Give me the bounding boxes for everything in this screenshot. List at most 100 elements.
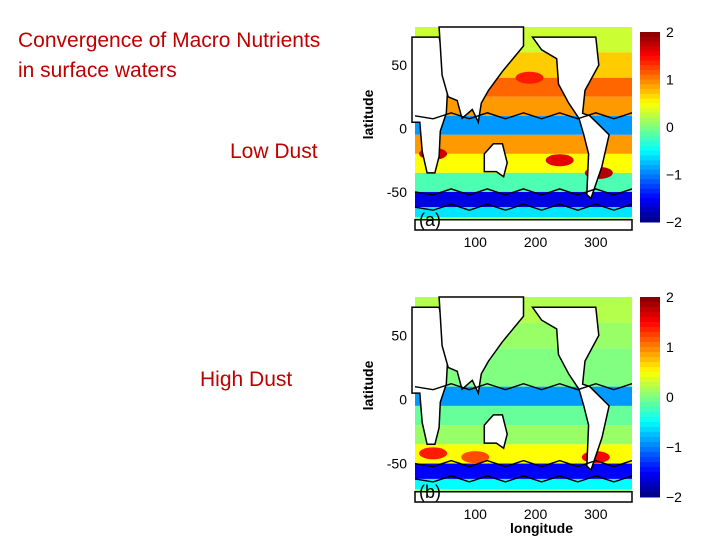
x-tick-label: 300 [584, 506, 608, 522]
colorbar-step [640, 442, 660, 448]
colorbar-tick-label: −2 [666, 489, 682, 505]
colorbar-step [640, 457, 660, 463]
heatmap-band [415, 478, 632, 490]
colorbar-step [640, 217, 660, 223]
colorbar-tick-label: −1 [666, 439, 682, 455]
colorbar-step [640, 207, 660, 213]
heatmap-band [415, 115, 632, 135]
colorbar-step [640, 70, 660, 76]
colorbar-step [640, 332, 660, 338]
colorbar-step [640, 60, 660, 66]
contour-line [414, 112, 633, 120]
colorbar-step [640, 422, 660, 428]
land-asia [438, 296, 525, 396]
colorbar-step [640, 492, 660, 498]
colorbar-step [640, 317, 660, 323]
colorbar-step [640, 337, 660, 343]
colorbar-step [640, 155, 660, 161]
colorbar-step [640, 392, 660, 398]
panel-letter: (a) [419, 210, 441, 230]
colorbar [640, 32, 660, 223]
colorbar-step [640, 212, 660, 218]
colorbar-step [640, 297, 660, 303]
colorbar-step [640, 477, 660, 483]
colorbar-step [640, 402, 660, 408]
colorbar-step [640, 112, 660, 118]
colorbar-tick-label: 0 [666, 389, 674, 405]
colorbar-step [640, 203, 660, 209]
colorbar-step [640, 327, 660, 333]
colorbar-step [640, 407, 660, 413]
y-tick-label: 0 [399, 121, 407, 137]
land-americas [531, 36, 610, 200]
colorbar-step [640, 127, 660, 133]
colorbar-step [640, 193, 660, 199]
contour-line [414, 459, 633, 468]
colorbar-step [640, 55, 660, 61]
colorbar-step [640, 41, 660, 47]
colorbar-step [640, 51, 660, 57]
colorbar-step [640, 198, 660, 204]
colorbar-tick-label: 1 [666, 72, 674, 88]
colorbar-step [640, 362, 660, 368]
land-antarctica [414, 219, 633, 231]
colorbar-step [640, 367, 660, 373]
colorbar-step [640, 131, 660, 137]
colorbar-step [640, 307, 660, 313]
heatmap-band [415, 191, 632, 208]
contour-line [414, 188, 633, 196]
contour-line [414, 203, 633, 211]
land-australia [483, 142, 508, 178]
heatmap-band [415, 425, 632, 445]
colorbar-step [640, 184, 660, 190]
land-australia [483, 414, 508, 450]
colorbar-step [640, 150, 660, 156]
colorbar-step [640, 302, 660, 308]
colorbar-step [640, 89, 660, 95]
x-tick-label: 300 [584, 234, 608, 250]
colorbar-step [640, 347, 660, 353]
colorbar-step [640, 46, 660, 52]
colorbar-step [640, 357, 660, 363]
x-tick-label: 100 [464, 234, 488, 250]
land-americas [531, 306, 610, 472]
colorbar-step [640, 103, 660, 109]
colorbar-step [640, 32, 660, 38]
panel-a-label: Low Dust [230, 140, 318, 163]
heatmap-band [415, 405, 632, 426]
colorbar-step [640, 169, 660, 175]
colorbar-step [640, 397, 660, 403]
colorbar-step [640, 432, 660, 438]
heatmap-hotspot [545, 154, 574, 167]
colorbar-step [640, 160, 660, 166]
heatmap-band [415, 134, 632, 154]
colorbar-step [640, 79, 660, 85]
x-tick-label: 200 [524, 506, 548, 522]
y-axis-label: latitude [360, 360, 376, 410]
y-tick-label: 0 [399, 392, 407, 408]
colorbar-step [640, 117, 660, 123]
colorbar-step [640, 179, 660, 185]
colorbar-tick-label: −2 [666, 214, 682, 230]
colorbar-tick-label: 0 [666, 119, 674, 135]
y-tick-label: 50 [391, 57, 407, 73]
y-tick-label: 50 [391, 327, 407, 343]
colorbar-step [640, 387, 660, 393]
colorbar-step [640, 108, 660, 114]
colorbar-step [640, 377, 660, 383]
colorbar-step [640, 417, 660, 423]
heatmap-panel-b [411, 296, 633, 503]
heatmap-band [415, 386, 632, 406]
colorbar-step [640, 382, 660, 388]
colorbar-step [640, 146, 660, 152]
colorbar-step [640, 437, 660, 443]
colorbar-step [640, 188, 660, 194]
heatmap-hotspot [515, 71, 544, 84]
heatmap-band [415, 207, 632, 218]
land-asia [438, 26, 525, 125]
colorbar-tick-label: 1 [666, 339, 674, 355]
x-tick-label: 200 [524, 234, 548, 250]
colorbar-step [640, 342, 660, 348]
colorbar-step [640, 74, 660, 80]
